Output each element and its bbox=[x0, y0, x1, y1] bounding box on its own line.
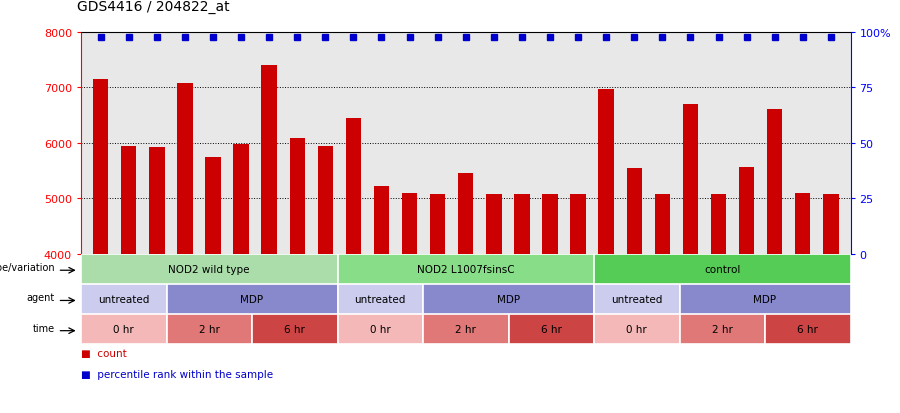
Bar bbox=[338, 284, 423, 314]
Text: 2 hr: 2 hr bbox=[712, 324, 733, 335]
Bar bbox=[166, 284, 338, 314]
Text: 0 hr: 0 hr bbox=[370, 324, 391, 335]
Text: 0 hr: 0 hr bbox=[113, 324, 134, 335]
Bar bbox=[594, 284, 680, 314]
Bar bbox=[765, 314, 850, 344]
Bar bbox=[711, 195, 726, 413]
Bar bbox=[543, 195, 558, 413]
Bar bbox=[346, 119, 361, 413]
Text: NOD2 wild type: NOD2 wild type bbox=[168, 264, 250, 274]
Text: untreated: untreated bbox=[355, 294, 406, 304]
Text: MDP: MDP bbox=[753, 294, 777, 304]
Text: 0 hr: 0 hr bbox=[626, 324, 647, 335]
Bar bbox=[205, 157, 220, 413]
Bar bbox=[290, 139, 305, 413]
Bar bbox=[514, 195, 529, 413]
Bar bbox=[81, 314, 166, 344]
Bar bbox=[121, 146, 137, 413]
Bar bbox=[571, 195, 586, 413]
Bar bbox=[338, 314, 423, 344]
Bar bbox=[739, 167, 754, 413]
Bar bbox=[177, 84, 193, 413]
Text: MDP: MDP bbox=[240, 294, 264, 304]
Bar bbox=[680, 314, 765, 344]
Text: 6 hr: 6 hr bbox=[284, 324, 305, 335]
Bar bbox=[767, 109, 782, 413]
Bar bbox=[654, 195, 670, 413]
Bar bbox=[402, 193, 418, 413]
Bar bbox=[594, 254, 850, 284]
Bar bbox=[166, 314, 252, 344]
Bar bbox=[594, 314, 680, 344]
Text: 6 hr: 6 hr bbox=[541, 324, 562, 335]
Bar bbox=[81, 254, 338, 284]
Bar bbox=[374, 187, 389, 413]
Bar bbox=[423, 284, 594, 314]
Bar bbox=[458, 174, 473, 413]
Text: ■  count: ■ count bbox=[81, 349, 127, 358]
Bar bbox=[423, 314, 508, 344]
Bar bbox=[824, 195, 839, 413]
Bar bbox=[318, 146, 333, 413]
Bar bbox=[795, 193, 811, 413]
Text: GDS4416 / 204822_at: GDS4416 / 204822_at bbox=[76, 0, 230, 14]
Text: 6 hr: 6 hr bbox=[797, 324, 818, 335]
Bar bbox=[486, 195, 501, 413]
Bar bbox=[261, 66, 277, 413]
Bar bbox=[598, 89, 614, 413]
Bar bbox=[338, 254, 594, 284]
Bar bbox=[683, 105, 698, 413]
Text: control: control bbox=[704, 264, 741, 274]
Text: agent: agent bbox=[27, 293, 55, 303]
Bar bbox=[626, 169, 642, 413]
Bar bbox=[81, 284, 166, 314]
Bar bbox=[252, 314, 338, 344]
Bar bbox=[680, 284, 850, 314]
Bar bbox=[430, 195, 446, 413]
Text: untreated: untreated bbox=[98, 294, 149, 304]
Text: MDP: MDP bbox=[497, 294, 520, 304]
Text: ■  percentile rank within the sample: ■ percentile rank within the sample bbox=[81, 369, 273, 379]
Text: 2 hr: 2 hr bbox=[455, 324, 476, 335]
Bar bbox=[508, 314, 594, 344]
Bar bbox=[233, 145, 248, 413]
Text: time: time bbox=[33, 323, 55, 333]
Bar bbox=[149, 147, 165, 413]
Text: genotype/variation: genotype/variation bbox=[0, 263, 55, 273]
Text: 2 hr: 2 hr bbox=[199, 324, 220, 335]
Text: untreated: untreated bbox=[611, 294, 662, 304]
Text: NOD2 L1007fsinsC: NOD2 L1007fsinsC bbox=[417, 264, 515, 274]
Bar bbox=[93, 80, 108, 413]
